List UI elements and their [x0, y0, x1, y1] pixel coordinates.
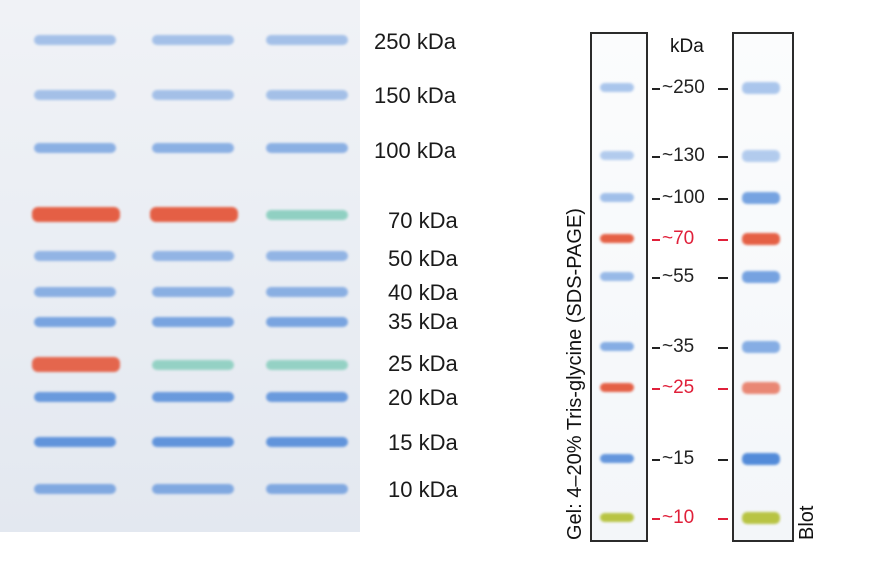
mw-label: 10 kDa — [388, 477, 458, 502]
gel-caption: Gel: 4–20% Tris-glycine (SDS-PAGE) — [564, 208, 586, 540]
blot-lane — [732, 32, 794, 542]
marker-tick — [652, 518, 660, 520]
gel-band — [152, 360, 234, 370]
gel-band — [34, 317, 116, 327]
mw-label: 20 kDa — [388, 385, 458, 410]
mw-label: 25 kDa — [388, 351, 458, 376]
blot-marker-band — [742, 233, 780, 245]
marker-tick — [718, 239, 728, 241]
gel-band — [152, 287, 234, 297]
gel-band — [152, 317, 234, 327]
mw-label: 15 kDa — [388, 430, 458, 455]
gel-band — [152, 90, 234, 100]
gel-band — [266, 251, 348, 261]
gel-lane — [590, 32, 648, 542]
mw-label: 100 kDa — [374, 138, 456, 163]
gel-band — [34, 35, 116, 45]
gel-band — [266, 143, 348, 153]
marker-label: ~55 — [662, 266, 695, 287]
gel-band — [34, 251, 116, 261]
marker-tick — [652, 347, 660, 349]
gel-marker-band — [600, 83, 634, 92]
gel-marker-band — [600, 342, 634, 351]
gel-band — [32, 207, 120, 222]
marker-tick — [652, 459, 660, 461]
gel-band — [34, 484, 116, 494]
mw-label: 50 kDa — [388, 246, 458, 271]
gel-marker-band — [600, 454, 634, 463]
gel-band — [34, 90, 116, 100]
gel-band — [34, 437, 116, 447]
kda-unit-label: kDa — [670, 36, 704, 57]
mw-label: 250 kDa — [374, 29, 456, 54]
marker-tick — [652, 277, 660, 279]
gel-band — [152, 484, 234, 494]
right-panel: kDa Gel: 4–20% Tris-glycine (SDS-PAGE) B… — [508, 0, 888, 560]
marker-label: ~35 — [662, 336, 695, 357]
marker-tick — [652, 88, 660, 90]
gel-marker-band — [600, 193, 634, 202]
blot-caption: Blot — [796, 505, 818, 540]
marker-tick — [652, 156, 660, 158]
gel-band — [152, 35, 234, 45]
gel-band — [32, 357, 120, 372]
marker-tick — [718, 518, 728, 520]
marker-tick — [718, 459, 728, 461]
marker-tick — [718, 277, 728, 279]
gel-marker-band — [600, 234, 634, 243]
gel-marker-band — [600, 513, 634, 522]
marker-tick — [718, 88, 728, 90]
blot-marker-band — [742, 341, 780, 353]
blot-marker-band — [742, 382, 780, 394]
gel-band — [152, 143, 234, 153]
mw-label: 35 kDa — [388, 309, 458, 334]
gel-band — [266, 437, 348, 447]
gel-band — [152, 437, 234, 447]
gel-marker-band — [600, 383, 634, 392]
marker-label: ~250 — [662, 77, 705, 98]
gel-band — [150, 207, 238, 222]
gel-band — [266, 360, 348, 370]
marker-tick — [652, 388, 660, 390]
blot-marker-band — [742, 453, 780, 465]
gel-band — [34, 143, 116, 153]
gel-band — [266, 210, 348, 220]
gel-band — [152, 251, 234, 261]
blot-marker-band — [742, 150, 780, 162]
blot-marker-band — [742, 82, 780, 94]
marker-tick — [718, 156, 728, 158]
gel-band — [266, 90, 348, 100]
gel-band — [266, 287, 348, 297]
blot-marker-band — [742, 271, 780, 283]
gel-band — [266, 484, 348, 494]
marker-label: ~10 — [662, 507, 695, 528]
marker-label: ~70 — [662, 228, 695, 249]
marker-tick — [718, 198, 728, 200]
gel-band — [34, 287, 116, 297]
mw-label: 150 kDa — [374, 83, 456, 108]
marker-tick — [718, 347, 728, 349]
mw-label: 40 kDa — [388, 280, 458, 305]
marker-tick — [652, 239, 660, 241]
marker-tick — [652, 198, 660, 200]
marker-tick — [718, 388, 728, 390]
blot-marker-band — [742, 192, 780, 204]
gel-band — [152, 392, 234, 402]
gel-band — [34, 392, 116, 402]
marker-label: ~100 — [662, 187, 705, 208]
blot-marker-band — [742, 512, 780, 524]
marker-label: ~15 — [662, 448, 695, 469]
gel-marker-band — [600, 272, 634, 281]
gel-band — [266, 317, 348, 327]
marker-label: ~25 — [662, 377, 695, 398]
marker-label: ~130 — [662, 145, 705, 166]
left-panel: 250 kDa 150 kDa 100 kDa 70 kDa 50 kDa 40 kDa 3… — [0, 0, 458, 532]
mw-label: 70 kDa — [388, 208, 458, 233]
gel-image — [0, 0, 360, 532]
gel-band — [266, 392, 348, 402]
gel-band — [266, 35, 348, 45]
gel-marker-band — [600, 151, 634, 160]
